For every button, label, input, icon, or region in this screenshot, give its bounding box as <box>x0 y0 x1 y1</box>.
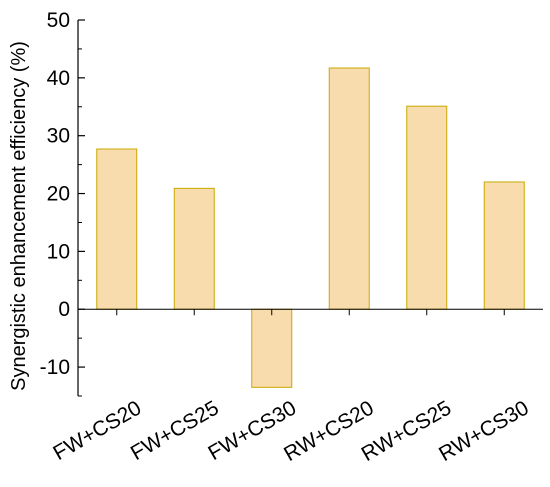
y-tick-label: 40 <box>47 67 70 90</box>
y-tick-label: 30 <box>47 125 70 148</box>
x-tick-label: RW+CS30 <box>435 396 533 466</box>
y-axis-title: Synergistic enhancement efficiency (%) <box>8 41 30 391</box>
bar-fw-cs30 <box>251 308 293 388</box>
y-tick-label: 50 <box>47 9 70 32</box>
x-tick-label: FW+CS25 <box>127 396 223 465</box>
bar-fw-cs25 <box>173 187 215 310</box>
bar-rw-cs25 <box>406 105 448 310</box>
y-tick-label: 10 <box>47 240 70 263</box>
bars-layer <box>96 67 525 388</box>
bar-fw-cs20 <box>96 148 138 310</box>
y-tick-label: 0 <box>58 298 70 321</box>
y-tick-label: -10 <box>40 356 70 379</box>
bar-rw-cs30 <box>483 181 525 310</box>
x-tick-label: FW+CS20 <box>49 396 145 465</box>
bar-rw-cs20 <box>328 67 370 310</box>
y-tick-label: 20 <box>47 183 70 206</box>
axes-layer <box>77 19 543 397</box>
